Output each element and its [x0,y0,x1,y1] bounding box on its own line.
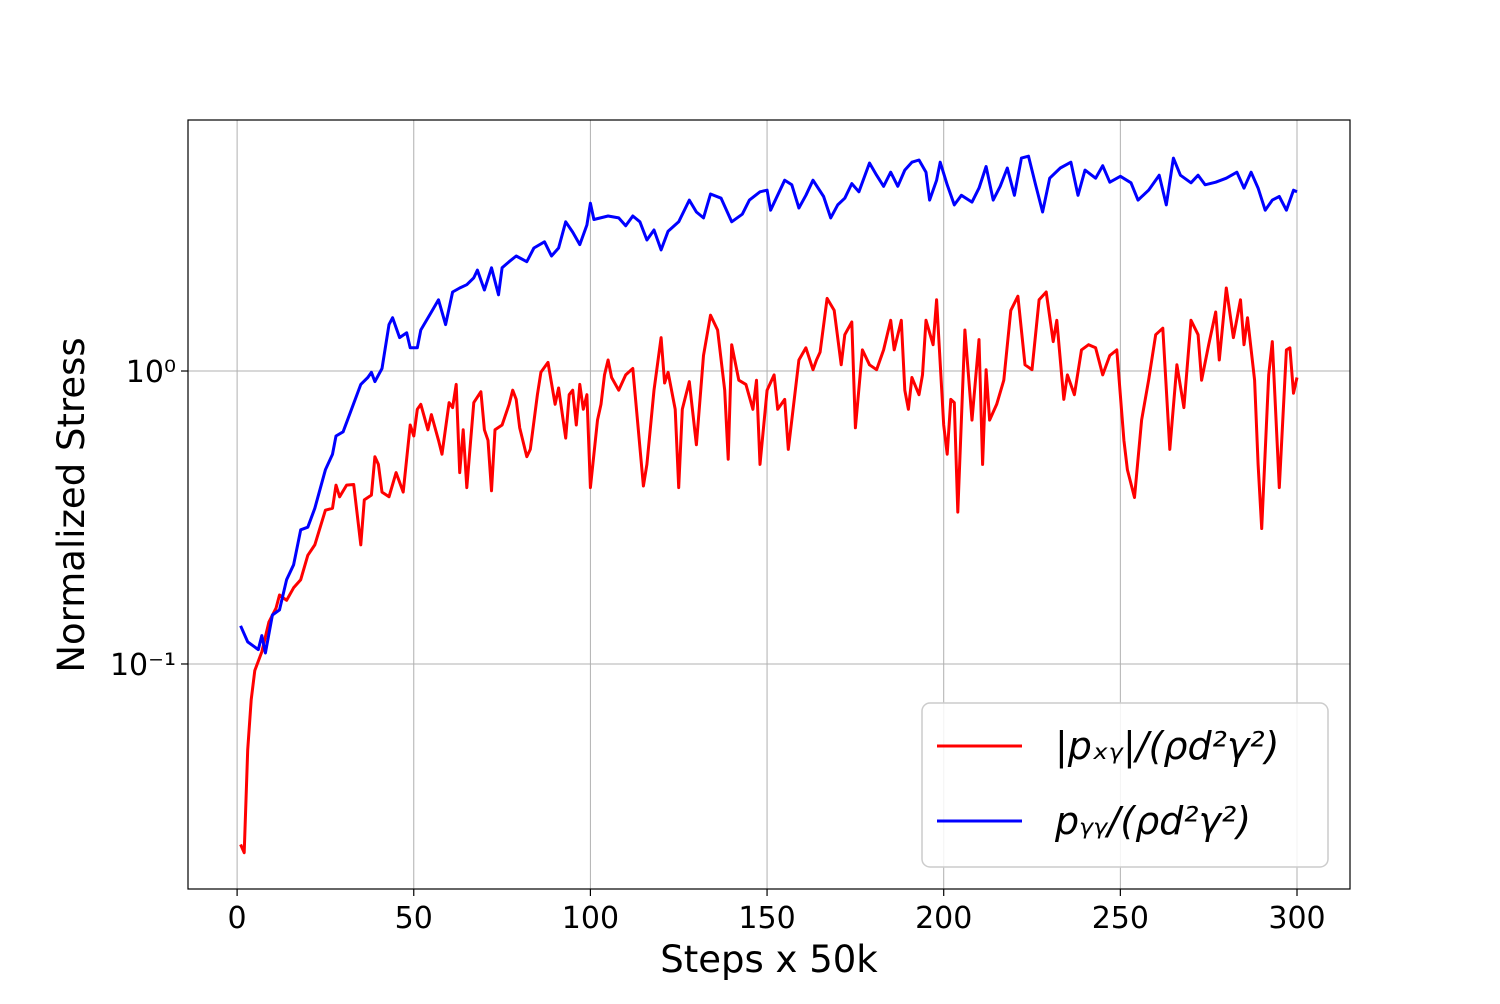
x-axis-label: Steps x 50k [660,938,878,981]
y-tick-label: 10⁰ [126,355,176,390]
y-tick-label: 10⁻¹ [110,648,176,683]
y-axis-label: Normalized Stress [50,337,93,672]
data-line [239,154,1298,655]
x-tick-label: 250 [1092,901,1149,936]
x-tick-label: 0 [228,901,247,936]
x-tick-label: 100 [562,901,619,936]
x-tick-label: 200 [915,901,972,936]
axes-frame [187,119,1351,890]
data-line [239,286,1299,855]
legend-box [921,702,1329,868]
x-tick-label: 50 [395,901,433,936]
x-tick-label: 300 [1268,901,1325,936]
x-tick-label: 150 [738,901,795,936]
legend-label: pᵧᵧ/(ρd²γ²) [1054,799,1251,843]
legend-label: |pₓᵧ|/(ρd²γ²) [1055,724,1279,769]
